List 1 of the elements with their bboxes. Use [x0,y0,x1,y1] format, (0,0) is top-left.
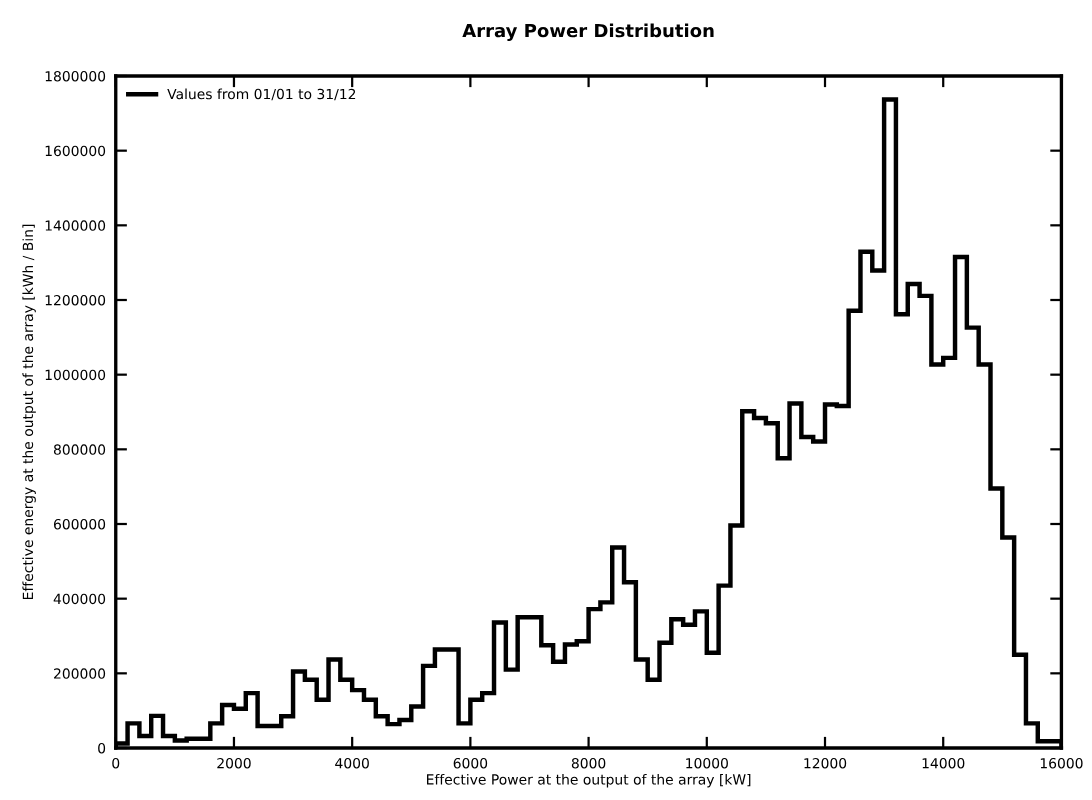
chart-title: Array Power Distribution [462,23,714,42]
